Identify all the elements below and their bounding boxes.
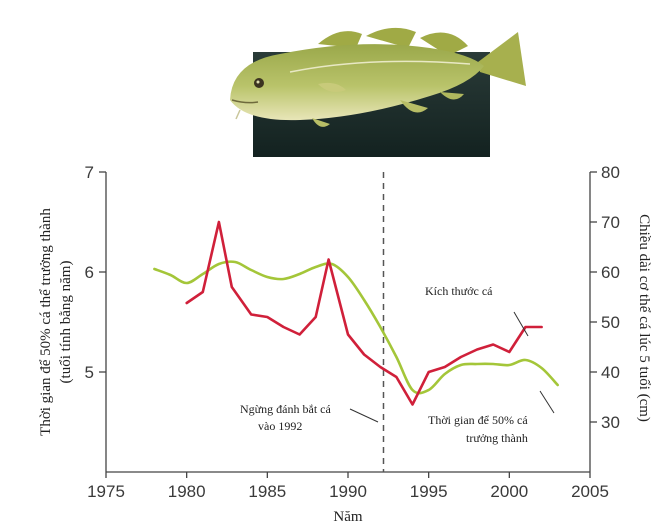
y-right-tick-label: 40	[601, 363, 620, 382]
fish-body	[230, 44, 484, 121]
x-ticks: 1975 1980 1985 1990 1995 2000 2005	[87, 472, 609, 501]
x-axis-title: Năm	[333, 509, 362, 525]
maturity-legend-label-line2: trưởng thành	[466, 431, 528, 445]
fish-ventral-fin	[312, 118, 330, 127]
y-right-tick-label: 70	[601, 213, 620, 232]
y-left-tick-label: 5	[85, 363, 94, 382]
y-axis-left-title: Thời gian để 50% cá thể trưởng thành	[38, 208, 54, 436]
fishing-ban-leader	[349, 408, 379, 423]
maturity-leader	[539, 390, 555, 414]
fish-anal-fin	[400, 100, 428, 113]
y-ticks-right: 30 40 50 60 70 80	[590, 163, 620, 432]
fish-tail	[478, 32, 526, 86]
fish-barbel	[235, 109, 241, 120]
maturity-legend-label-line1: Thời gian để 50% cá	[428, 413, 528, 427]
y-axis-right-title: Chiều dài cơ thể cá lúc 5 tuổi (cm)	[636, 214, 652, 422]
axes	[105, 172, 591, 473]
x-tick-label: 1980	[168, 482, 206, 501]
y-left-tick-label: 6	[85, 263, 94, 282]
y-right-tick-label: 30	[601, 413, 620, 432]
fishing-ban-label-line1: Ngừng đánh bắt cá	[240, 402, 331, 416]
fish-dorsal-fin-3	[420, 32, 468, 56]
fish-dorsal-fin-2	[366, 27, 416, 48]
x-tick-label: 1990	[329, 482, 367, 501]
fish-lateral-line	[289, 60, 471, 73]
y-right-tick-label: 50	[601, 313, 620, 332]
maturity-time-series-line	[153, 260, 559, 395]
fish-size-series-line	[185, 220, 543, 406]
x-tick-label: 2005	[571, 482, 609, 501]
cod-fish-photo	[230, 27, 526, 157]
y-axis-left-subtitle: (tuổi tính bằng năm)	[58, 261, 74, 384]
fish-anal-fin-2	[440, 92, 464, 100]
x-tick-label: 1995	[410, 482, 448, 501]
y-right-tick-label: 60	[601, 263, 620, 282]
fish-dorsal-fin-1	[318, 31, 362, 48]
x-tick-label: 2000	[490, 482, 528, 501]
y-ticks-left: 5 6 7	[85, 163, 106, 382]
fish-eye-highlight	[256, 80, 260, 84]
fishing-ban-label-line2: vào 1992	[258, 419, 302, 433]
fish-size-legend-label: Kích thước cá	[425, 284, 493, 298]
fish-size-leader	[513, 311, 529, 337]
fish-pectoral-fin	[318, 82, 346, 92]
y-right-tick-label: 80	[601, 163, 620, 182]
fish-mouth	[231, 99, 259, 104]
x-tick-label: 1975	[87, 482, 125, 501]
y-left-tick-label: 7	[85, 163, 94, 182]
x-tick-label: 1985	[248, 482, 286, 501]
